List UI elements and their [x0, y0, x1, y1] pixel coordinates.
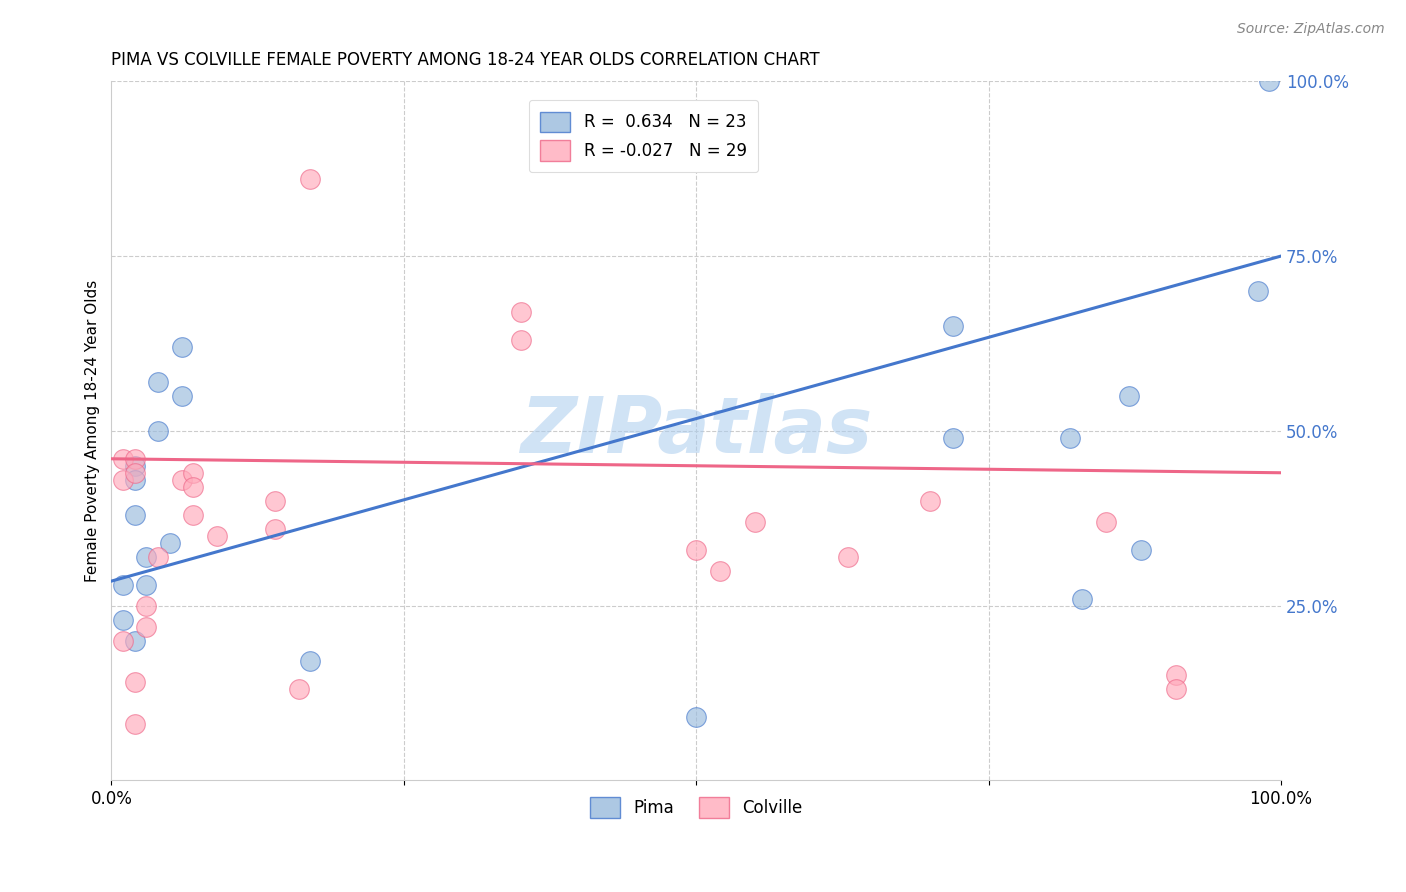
Point [287, 682, 309, 697]
Point [124, 717, 146, 731]
Point [112, 633, 135, 648]
Point [1094, 515, 1116, 529]
Point [744, 515, 766, 529]
Point [135, 549, 157, 564]
Point [124, 451, 146, 466]
Point [299, 172, 322, 186]
Y-axis label: Female Poverty Among 18-24 Year Olds: Female Poverty Among 18-24 Year Olds [86, 280, 100, 582]
Text: Source: ZipAtlas.com: Source: ZipAtlas.com [1237, 22, 1385, 37]
Point [1258, 74, 1281, 88]
Point [135, 577, 157, 591]
Point [148, 375, 170, 389]
Point [148, 549, 170, 564]
Point [1059, 431, 1081, 445]
Point [135, 599, 157, 613]
Point [942, 318, 965, 333]
Legend: Pima, Colville: Pima, Colville [583, 790, 810, 824]
Point [837, 549, 859, 564]
Point [124, 473, 146, 487]
Point [685, 710, 707, 724]
Point [159, 535, 181, 549]
Point [509, 305, 531, 319]
Point [264, 493, 287, 508]
Point [920, 493, 942, 508]
Point [170, 340, 193, 354]
Point [112, 613, 135, 627]
Point [509, 333, 531, 347]
Point [170, 473, 193, 487]
Point [135, 619, 157, 633]
Point [112, 451, 135, 466]
Point [299, 655, 322, 669]
Point [1164, 668, 1187, 682]
Point [264, 522, 287, 536]
Text: ZIPatlas: ZIPatlas [520, 392, 872, 469]
Point [205, 529, 228, 543]
Point [942, 431, 965, 445]
Point [1071, 591, 1094, 606]
Point [112, 473, 135, 487]
Point [170, 389, 193, 403]
Point [124, 466, 146, 480]
Point [148, 424, 170, 438]
Point [112, 577, 135, 591]
Point [1118, 389, 1140, 403]
Point [1164, 682, 1187, 697]
Point [124, 633, 146, 648]
Point [709, 564, 731, 578]
Point [181, 466, 204, 480]
Point [124, 508, 146, 522]
Text: PIMA VS COLVILLE FEMALE POVERTY AMONG 18-24 YEAR OLDS CORRELATION CHART: PIMA VS COLVILLE FEMALE POVERTY AMONG 18… [111, 51, 820, 69]
Point [124, 458, 146, 473]
Point [124, 675, 146, 690]
Point [1129, 542, 1152, 557]
Point [1246, 284, 1268, 298]
Point [181, 508, 204, 522]
Point [181, 480, 204, 494]
Point [685, 542, 707, 557]
